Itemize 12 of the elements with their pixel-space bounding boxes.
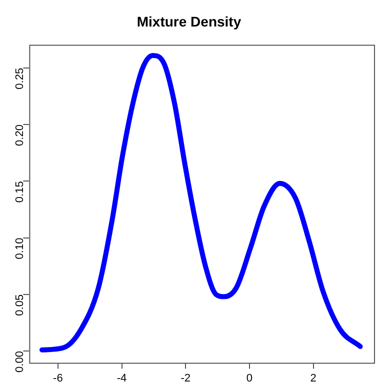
x-tick-label: -6 [53,372,63,384]
y-tick-label: 0.00 [14,351,26,372]
x-tick-label: 2 [310,372,316,384]
y-tick-label: 0.15 [14,181,26,203]
x-tick-label: 0 [246,372,253,384]
y-tick-label: 0.25 [14,68,26,90]
y-tick-label: 0.05 [14,294,26,316]
x-tick-label: -2 [180,372,191,384]
y-tick-label: 0.10 [14,238,26,260]
chart-title: Mixture Density [136,13,242,30]
x-tick-label: -4 [116,372,127,384]
y-tick-label: 0.20 [14,124,26,146]
